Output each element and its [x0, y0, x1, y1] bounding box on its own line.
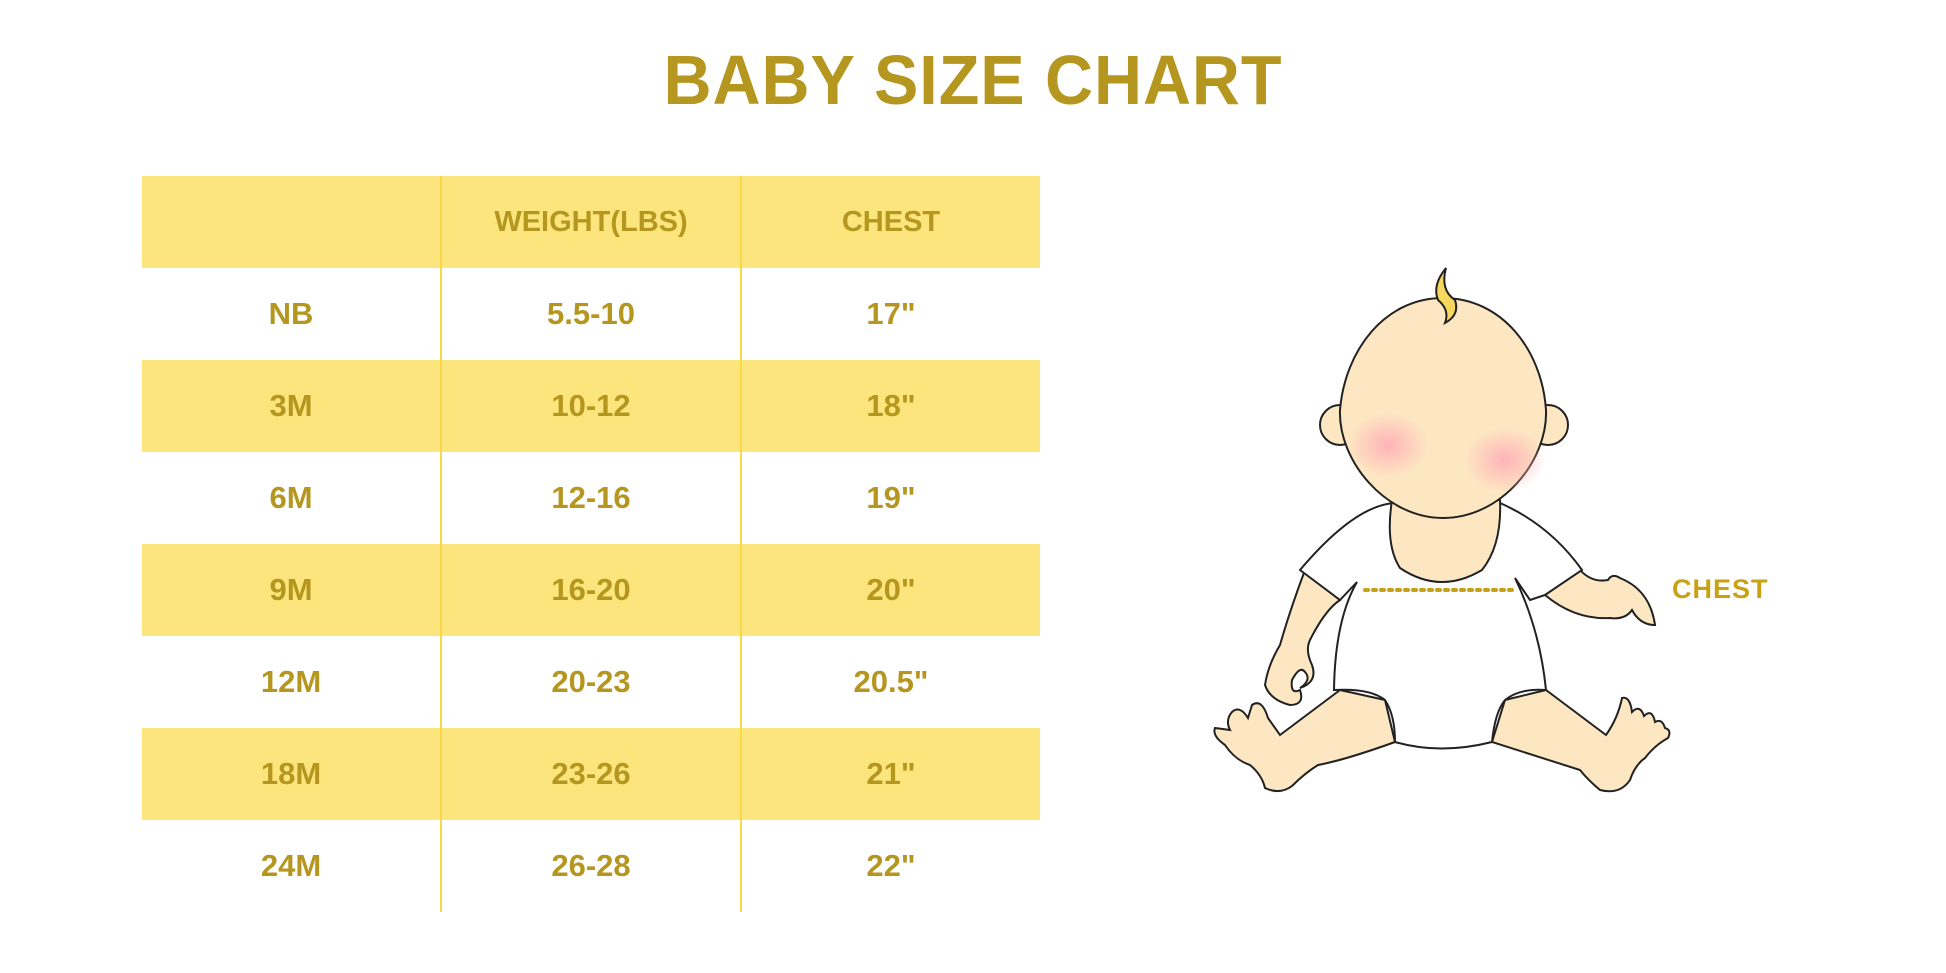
size-cell: NB: [268, 296, 314, 331]
header-weight: WEIGHT(LBS): [440, 176, 741, 268]
chest-cell: 18": [740, 360, 1040, 452]
page-title: BABY SIZE CHART: [663, 41, 1283, 119]
right-cheek: [1465, 428, 1545, 492]
left-foot: [1213, 688, 1397, 792]
shirt: [1298, 502, 1584, 750]
weight-cell: 10-12: [440, 360, 741, 452]
table-row: 3M 10-12 18": [142, 360, 1040, 452]
size-table: WEIGHT(LBS) CHEST NB 5.5-10 17" 3M 10-12 18" 6…: [142, 176, 1040, 912]
chest-cell: 20": [740, 544, 1040, 636]
hair-curl-icon: [1435, 267, 1458, 326]
size-cell: 9M: [269, 572, 313, 607]
table-row: 12M 20-23 20.5": [142, 636, 1040, 728]
right-foot: [1490, 688, 1671, 793]
header-chest: CHEST: [740, 176, 1040, 268]
size-cell: 3M: [269, 388, 313, 423]
size-cell: 6M: [269, 480, 313, 515]
table-row: 6M 12-16 19": [142, 452, 1040, 544]
table-header: WEIGHT(LBS) CHEST: [142, 176, 1040, 268]
left-arm: [1263, 568, 1342, 707]
size-cell: 18M: [260, 756, 322, 791]
table-row: NB 5.5-10 17": [142, 268, 1040, 360]
size-cell: 24M: [260, 848, 322, 883]
chest-label: CHEST: [1672, 574, 1769, 604]
right-arm: [1543, 568, 1657, 627]
left-cheek: [1348, 413, 1428, 477]
chest-cell: 17": [740, 268, 1040, 360]
table-row: 18M 23-26 21": [142, 728, 1040, 820]
chest-cell: 22": [740, 820, 1040, 912]
neck: [1388, 499, 1502, 583]
chest-cell: 21": [740, 728, 1040, 820]
chest-cell: 19": [740, 452, 1040, 544]
size-cell: 12M: [260, 664, 322, 699]
chest-cell: 20.5": [740, 636, 1040, 728]
table-row: 24M 26-28 22": [142, 820, 1040, 912]
weight-cell: 5.5-10: [440, 268, 741, 360]
weight-cell: 26-28: [440, 820, 741, 912]
weight-cell: 20-23: [440, 636, 741, 728]
weight-cell: 16-20: [440, 544, 741, 636]
table-row: 9M 16-20 20": [142, 544, 1040, 636]
weight-cell: 12-16: [440, 452, 741, 544]
weight-cell: 23-26: [440, 728, 741, 820]
